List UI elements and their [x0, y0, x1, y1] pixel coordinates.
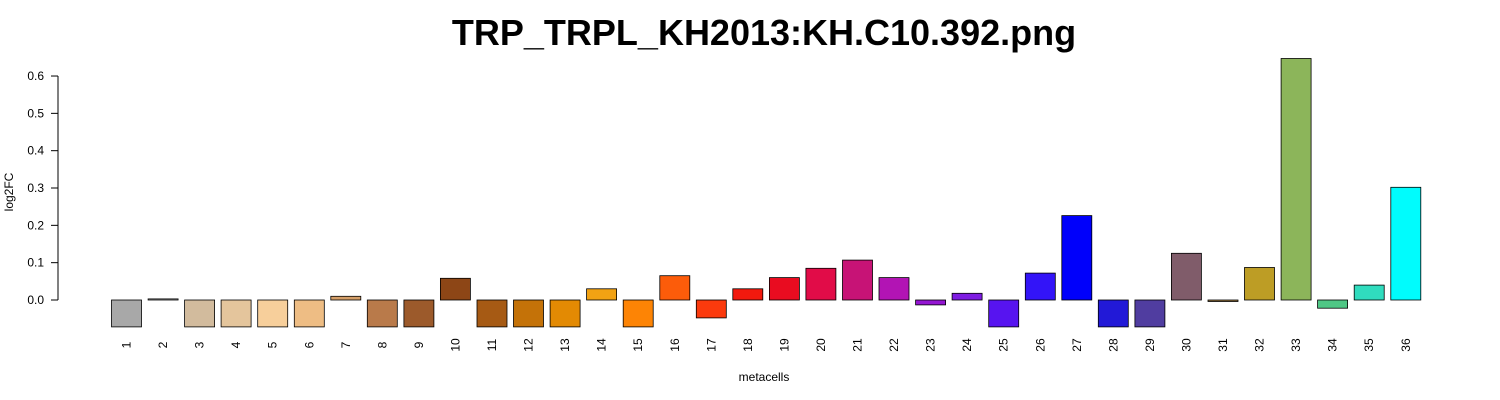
bar-metacell-36 [1390, 186, 1422, 301]
x-tick-label: 33 [1289, 338, 1303, 352]
x-tick-label: 6 [302, 341, 316, 348]
x-tick-label: 7 [339, 341, 353, 348]
bar-metacell-13 [549, 299, 581, 328]
x-tick-label: 23 [924, 338, 938, 352]
bar-metacell-8 [366, 299, 398, 328]
x-tick-label: 4 [229, 341, 243, 348]
bar-metacell-29 [1134, 299, 1166, 328]
y-tick-label: 0.6 [27, 69, 44, 83]
y-tick-label: 0.1 [27, 256, 44, 270]
bar-metacell-10 [439, 277, 471, 301]
bar-metacell-6 [293, 299, 325, 328]
bar-metacell-35 [1353, 284, 1385, 301]
x-tick-label: 31 [1216, 338, 1230, 352]
bar-metacell-15 [622, 299, 654, 328]
bar-metacell-17 [695, 299, 727, 319]
x-tick-label: 26 [1033, 338, 1047, 352]
x-tick-label: 29 [1143, 338, 1157, 352]
x-tick-label: 25 [997, 338, 1011, 352]
x-tick-label: 9 [412, 341, 426, 348]
bar-metacell-31 [1207, 299, 1239, 302]
bar-metacell-33 [1280, 58, 1312, 301]
x-tick-label: 18 [741, 338, 755, 352]
bars [111, 58, 1422, 328]
x-tick-label: 19 [777, 338, 791, 352]
bar-metacell-30 [1171, 252, 1202, 301]
x-tick-label: 16 [668, 338, 682, 352]
bar-metacell-22 [878, 277, 910, 301]
y-axis: 0.0 0.1 0.2 0.3 0.4 0.5 0.6 [27, 69, 59, 307]
x-tick-label: 11 [485, 338, 499, 351]
y-tick-label: 0.2 [27, 218, 44, 232]
x-tick-label: 1 [120, 341, 134, 348]
bar-metacell-27 [1061, 215, 1093, 301]
bar-metacell-25 [988, 299, 1020, 328]
x-tick-label: 10 [448, 338, 462, 352]
bar-metacell-23 [915, 299, 946, 306]
x-tick-label: 27 [1070, 338, 1084, 352]
bar-metacell-5 [257, 299, 289, 328]
chart-title: TRP_TRPL_KH2013:KH.C10.392.png [452, 12, 1076, 53]
bar-metacell-3 [184, 299, 216, 328]
x-tick-label: 15 [631, 338, 645, 352]
x-tick-label: 32 [1253, 338, 1267, 352]
x-tick-label: 20 [814, 338, 828, 352]
x-tick-label: 5 [266, 341, 280, 348]
bar-metacell-2 [147, 298, 179, 301]
y-tick-label: 0.0 [27, 293, 44, 307]
x-tick-label: 13 [558, 338, 572, 352]
y-axis-label: log2FC [2, 172, 16, 211]
x-axis-label: metacells [739, 370, 790, 384]
x-tick-label: 34 [1326, 338, 1340, 352]
x-tick-label: 28 [1106, 338, 1120, 352]
bar-metacell-11 [476, 299, 508, 328]
x-tick-label: 21 [851, 338, 865, 352]
bar-metacell-4 [220, 299, 252, 328]
bar-metacell-12 [513, 299, 544, 328]
x-tick-label: 35 [1362, 338, 1376, 352]
bar-metacell-34 [1317, 299, 1348, 309]
bar-metacell-24 [951, 292, 983, 301]
y-tick-label: 0.4 [27, 144, 44, 158]
x-tick-label: 3 [193, 341, 207, 348]
bar-metacell-26 [1024, 272, 1056, 301]
x-tick-label: 30 [1179, 338, 1193, 352]
x-tick-label: 14 [595, 338, 609, 352]
bar-metacell-21 [842, 259, 873, 301]
x-tick-label: 17 [704, 338, 718, 352]
bar-metacell-32 [1244, 267, 1275, 301]
x-tick-labels: 1 2 3 4 5 6 7 8 9 10 11 12 13 14 15 16 17 18 19 20 21 22 23 24 2… [120, 338, 1413, 352]
bar-metacell-1 [111, 299, 142, 328]
y-tick-label: 0.5 [27, 106, 44, 120]
bar-metacell-18 [732, 288, 764, 301]
x-tick-label: 36 [1399, 338, 1413, 352]
x-tick-label: 8 [375, 341, 389, 348]
bar-metacell-20 [805, 267, 837, 301]
x-tick-label: 2 [156, 341, 170, 348]
x-tick-label: 12 [522, 338, 536, 352]
x-tick-label: 22 [887, 338, 901, 352]
bar-metacell-16 [659, 275, 691, 301]
bar-metacell-28 [1097, 299, 1129, 328]
bar-metacell-14 [586, 288, 617, 301]
y-tick-label: 0.3 [27, 181, 44, 195]
x-tick-label: 24 [960, 338, 974, 352]
bar-metacell-7 [330, 295, 362, 301]
bar-metacell-9 [403, 299, 435, 328]
bar-metacell-19 [769, 277, 800, 301]
